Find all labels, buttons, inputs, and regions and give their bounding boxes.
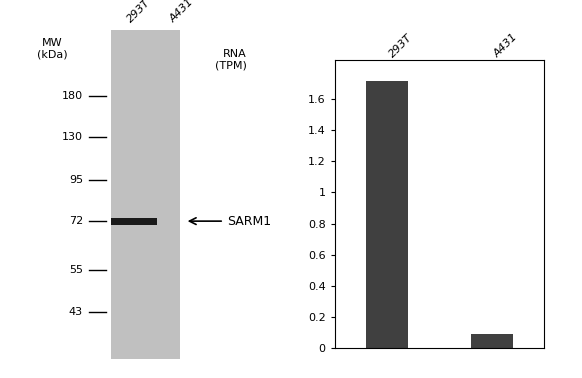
Bar xyxy=(471,334,513,348)
Bar xyxy=(111,30,180,359)
Text: 72: 72 xyxy=(69,216,83,226)
Text: A431: A431 xyxy=(168,0,195,25)
Text: 55: 55 xyxy=(69,265,83,275)
Text: 95: 95 xyxy=(69,175,83,184)
Bar xyxy=(111,218,157,225)
Text: 293T: 293T xyxy=(125,0,152,25)
Text: MW
(kDa): MW (kDa) xyxy=(37,38,68,59)
Text: 180: 180 xyxy=(62,91,83,101)
Text: SARM1: SARM1 xyxy=(227,215,271,228)
Text: 43: 43 xyxy=(69,307,83,317)
Text: 130: 130 xyxy=(62,132,83,142)
Y-axis label: RNA
(TPM): RNA (TPM) xyxy=(215,49,247,71)
Bar xyxy=(366,81,408,348)
